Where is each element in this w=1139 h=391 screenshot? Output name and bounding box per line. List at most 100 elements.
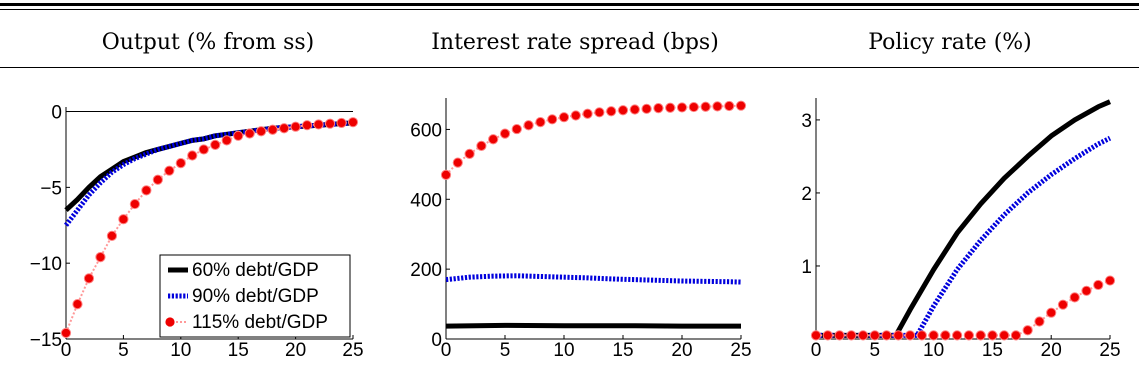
series-point-115 — [1022, 325, 1033, 336]
y-tick-label: 1 — [801, 257, 812, 278]
legend-label: 115% debt/GDP — [192, 312, 328, 333]
series-point-115 — [893, 330, 904, 341]
series-point-115 — [606, 106, 617, 117]
series-point-115 — [499, 128, 511, 139]
x-tick-label: 15 — [982, 340, 1003, 361]
series-line-90 — [445, 273, 742, 285]
x-tick-label: 20 — [285, 340, 306, 361]
series-point-115 — [688, 101, 699, 113]
y-tick-label: 600 — [410, 120, 442, 141]
x-tick-label: 0 — [61, 340, 72, 361]
series-point-115 — [279, 123, 290, 134]
series-point-115 — [665, 102, 676, 113]
chart-policy: 0 5 10 15 20 25 1 2 3 — [801, 98, 1121, 361]
series-point-115 — [152, 174, 163, 185]
series-point-115 — [594, 107, 605, 118]
series-point-115 — [1057, 299, 1069, 310]
series-point-115 — [198, 144, 209, 155]
series-line-60 — [816, 99, 1111, 338]
series-point-115 — [476, 140, 487, 151]
series-point-115 — [511, 123, 522, 135]
y-tick-label: 0 — [51, 103, 62, 124]
chart-output: 0 5 10 15 20 25 −15 −10 −5 0 60% debt/GDP 90% debt/… — [30, 103, 364, 361]
series-point-115 — [724, 100, 735, 112]
series-point-115 — [582, 108, 593, 119]
series-point-115 — [547, 114, 558, 125]
series-point-115 — [440, 169, 452, 180]
series-point-115 — [1081, 285, 1092, 296]
series-point-115 — [301, 120, 313, 131]
series-point-115 — [857, 330, 869, 341]
series-point-115 — [129, 198, 140, 210]
x-tick-label: 20 — [671, 340, 692, 361]
series-point-115 — [928, 330, 939, 341]
series-point-115 — [653, 103, 664, 114]
panel-title-policy: Policy rate (%) — [868, 30, 1032, 55]
x-tick-label: 25 — [1099, 340, 1120, 361]
series-point-115 — [641, 103, 652, 114]
legend-label: 60% debt/GDP — [192, 260, 319, 281]
x-tick-label: 10 — [923, 340, 944, 361]
series-line-90 — [816, 135, 1112, 338]
header-rule — [0, 67, 1139, 68]
series-point-115 — [629, 104, 640, 115]
x-tick-label: 10 — [553, 340, 574, 361]
series-point-115 — [846, 330, 857, 341]
legend-box — [159, 254, 351, 338]
x-tick-label: 5 — [870, 340, 881, 361]
series-point-115 — [676, 102, 688, 113]
series-point-115 — [233, 130, 244, 141]
y-tick-label: −10 — [30, 254, 62, 275]
panel-title-output: Output (% from ss) — [101, 30, 315, 55]
series-point-115 — [975, 330, 986, 341]
series-point-115 — [60, 327, 72, 339]
legend: 60% debt/GDP 90% debt/GDP 115% debt/GDP — [159, 254, 351, 338]
series-point-115 — [452, 157, 463, 168]
series-point-115 — [1010, 330, 1022, 341]
series-point-115 — [210, 139, 221, 151]
series-point-115 — [810, 330, 822, 341]
x-tick-label: 25 — [342, 340, 363, 361]
series-point-115 — [118, 214, 129, 225]
x-tick-label: 10 — [170, 340, 191, 361]
series-point-115 — [1093, 279, 1104, 291]
series-point-115 — [570, 110, 581, 121]
panel-title-spread: Interest rate spread (bps) — [431, 30, 719, 55]
series-point-115 — [1034, 316, 1045, 327]
legend-label: 90% debt/GDP — [192, 286, 319, 307]
x-tick-label: 0 — [441, 340, 452, 361]
series-point-115 — [95, 252, 106, 263]
series-point-115 — [324, 118, 336, 129]
y-tick-label: 3 — [801, 111, 812, 132]
series-point-115 — [963, 330, 974, 341]
x-tick-label: 5 — [118, 340, 129, 361]
series-point-115 — [987, 330, 998, 341]
top-rule-thick — [0, 3, 1139, 6]
series-point-115 — [488, 134, 499, 145]
x-tick-label: 20 — [1041, 340, 1062, 361]
series-point-115 — [244, 128, 255, 139]
series-point-115 — [881, 330, 892, 341]
series-point-115 — [175, 158, 186, 169]
series-point-115 — [347, 117, 359, 128]
series-point-115 — [952, 330, 963, 341]
series-point-115 — [106, 230, 118, 241]
series-point-115 — [558, 112, 570, 123]
series-point-115 — [712, 101, 723, 112]
series-point-115 — [1069, 292, 1080, 303]
series-point-115 — [535, 117, 546, 128]
series-point-115 — [141, 185, 152, 196]
y-tick-label: 2 — [801, 184, 812, 205]
series-point-115 — [256, 126, 267, 137]
series-point-115 — [735, 100, 747, 111]
series-point-115 — [822, 330, 833, 341]
series-point-115 — [834, 330, 845, 341]
series-point-115 — [869, 330, 880, 341]
y-tick-label: 200 — [410, 260, 442, 281]
series-point-115 — [904, 330, 916, 341]
y-tick-label: −5 — [40, 178, 62, 199]
series-point-115 — [313, 119, 324, 130]
y-tick-label: 0 — [431, 330, 442, 351]
top-rule-thin — [0, 9, 1139, 10]
chart-spread: 0 5 10 15 20 25 0 200 400 600 — [410, 98, 752, 361]
